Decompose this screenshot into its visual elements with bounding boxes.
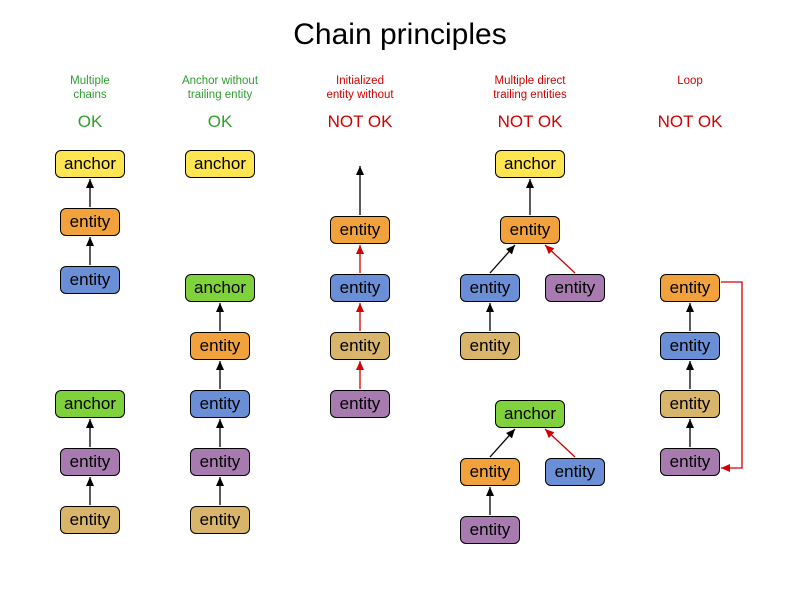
node-c4c1: entity: [460, 274, 520, 302]
node-c5c: entity: [660, 390, 720, 418]
column-verdict-2: NOT OK: [295, 112, 425, 132]
column-header-2: Initializedentity without: [295, 74, 425, 103]
node-c4e: anchor: [495, 400, 565, 428]
node-c1c: entity: [60, 266, 120, 294]
node-c2e: entity: [190, 448, 250, 476]
column-header-0: Multiplechains: [25, 74, 155, 103]
column-verdict-3: NOT OK: [465, 112, 595, 132]
node-c4b: entity: [500, 216, 560, 244]
column-header-4: Loop: [625, 74, 755, 88]
node-c4g: entity: [460, 516, 520, 544]
node-c2d: entity: [190, 390, 250, 418]
page-title: Chain principles: [0, 18, 800, 52]
node-c2a: anchor: [185, 150, 255, 178]
column-verdict-1: OK: [155, 112, 285, 132]
column-header-3: Multiple directtrailing entities: [465, 74, 595, 103]
node-c1e: entity: [60, 448, 120, 476]
node-c4a: anchor: [495, 150, 565, 178]
node-c2b: anchor: [185, 274, 255, 302]
node-c1b: entity: [60, 208, 120, 236]
node-c1d: anchor: [55, 390, 125, 418]
node-c2f: entity: [190, 506, 250, 534]
node-c3b: entity: [330, 216, 390, 244]
column-header-1: Anchor withouttrailing entity: [155, 74, 285, 103]
node-c1a: anchor: [55, 150, 125, 178]
node-c5d: entity: [660, 448, 720, 476]
node-c5a: entity: [660, 274, 720, 302]
node-c4d: entity: [460, 332, 520, 360]
node-c5b: entity: [660, 332, 720, 360]
node-c1f: entity: [60, 506, 120, 534]
column-verdict-0: OK: [25, 112, 155, 132]
node-c4f2: entity: [545, 458, 605, 486]
node-c4c2: entity: [545, 274, 605, 302]
node-c3c: entity: [330, 274, 390, 302]
column-verdict-4: NOT OK: [625, 112, 755, 132]
node-c4f1: entity: [460, 458, 520, 486]
node-c3d: entity: [330, 332, 390, 360]
node-c2c: entity: [190, 332, 250, 360]
node-c3e: entity: [330, 390, 390, 418]
